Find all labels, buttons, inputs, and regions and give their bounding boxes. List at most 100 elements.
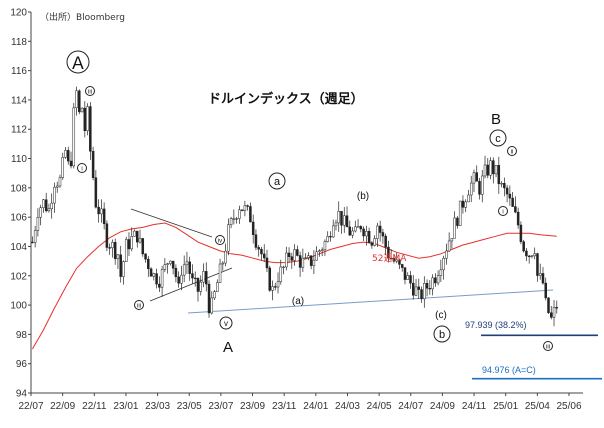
x-tick-label: 24/03 — [335, 401, 360, 412]
candle-body — [522, 241, 525, 252]
candle-body — [80, 107, 84, 113]
candle-body — [550, 312, 553, 318]
y-tick-label: 110 — [11, 154, 27, 165]
candle-body — [119, 254, 122, 277]
candle-body — [147, 258, 150, 270]
candle-body — [414, 286, 418, 296]
candle-body — [50, 202, 53, 210]
candle-body — [202, 271, 205, 283]
candle-body — [464, 201, 467, 208]
subwave-i-circle-1 — [77, 163, 87, 173]
subwave-iv: iv — [218, 239, 222, 245]
candle-body — [113, 242, 117, 260]
candle-body — [392, 257, 396, 262]
candle-body — [527, 255, 531, 258]
wave-A-big-label: Ａ — [70, 54, 87, 73]
candle-body — [141, 238, 145, 255]
candle-body — [124, 239, 128, 262]
subwave-ii-circle — [507, 146, 517, 156]
candle-body — [345, 215, 349, 228]
y-tick-label: 120 — [10, 8, 27, 19]
candle-body — [536, 253, 539, 276]
candle-body — [492, 160, 495, 175]
candle-body — [442, 257, 445, 271]
candle-body — [102, 208, 106, 225]
y-tick-label: 102 — [10, 271, 27, 282]
subwave-iii-3: iii — [546, 345, 550, 351]
wave-v-circle — [219, 316, 233, 330]
candle-body — [450, 237, 454, 242]
candle-body — [130, 236, 133, 250]
candle-body — [227, 224, 230, 252]
support-line — [187, 289, 554, 314]
candle-body — [395, 259, 398, 262]
y-tick-label: 118 — [11, 37, 27, 48]
candle-body — [171, 260, 175, 269]
y-tick-label: 114 — [11, 95, 27, 106]
candle-body — [213, 291, 216, 299]
candle-body — [108, 247, 111, 249]
candle-body — [216, 282, 219, 292]
candle-body — [497, 165, 501, 185]
candle-body — [235, 218, 238, 220]
candle-body — [138, 238, 142, 243]
candle-body — [423, 283, 426, 300]
candle-body — [180, 274, 183, 284]
x-tick-label: 23/01 — [113, 401, 138, 412]
candle-body — [445, 250, 448, 259]
x-tick-label: 22/07 — [18, 401, 43, 412]
candle-body — [166, 263, 169, 265]
y-tick-label: 116 — [11, 66, 27, 77]
candle-body — [320, 249, 324, 252]
y-tick-label: 98 — [16, 330, 28, 341]
candle-body — [163, 264, 167, 270]
candle-body — [116, 254, 120, 260]
candle-body — [274, 286, 277, 288]
candle-body — [547, 297, 550, 313]
x-tick-label: 25/06 — [556, 401, 581, 412]
candle-body — [348, 226, 352, 236]
candle-body — [210, 297, 214, 314]
candle-body — [304, 257, 307, 259]
candle-body — [251, 221, 255, 235]
candle-body — [75, 90, 78, 109]
candle-body — [483, 164, 487, 177]
candle-body — [78, 90, 81, 113]
candle-body — [44, 199, 48, 212]
candle-body — [296, 249, 299, 256]
x-tick-label: 23/03 — [145, 401, 170, 412]
candle-body — [91, 151, 95, 178]
candle-body — [494, 165, 498, 175]
candle-body — [500, 183, 503, 185]
x-tick-label: 25/04 — [525, 401, 550, 412]
candle-body — [403, 267, 407, 280]
candle-body — [511, 197, 514, 207]
candle-body — [475, 172, 478, 182]
candle-body — [409, 275, 412, 284]
candle-body — [406, 275, 409, 280]
candle-body — [260, 248, 263, 255]
subwave-i-circle-2 — [498, 206, 508, 216]
x-tick-label: 22/09 — [50, 401, 75, 412]
candle-body — [285, 252, 288, 268]
subwave-iii-1: iii — [88, 90, 92, 96]
candle-body — [282, 266, 285, 268]
candle-body — [293, 249, 296, 261]
candle-body — [351, 230, 354, 236]
candle-body — [489, 160, 492, 176]
candle-body — [367, 230, 371, 243]
wave-A-circle — [66, 50, 90, 74]
candle-body — [312, 259, 316, 266]
candle-body — [144, 253, 147, 260]
candle-body — [318, 250, 321, 253]
candle-body — [232, 218, 236, 220]
candle-body — [86, 106, 89, 132]
candle-body — [207, 283, 211, 314]
candle-body — [447, 240, 451, 252]
candle-body — [188, 261, 191, 274]
candle-body — [354, 226, 357, 232]
candle-body — [224, 250, 227, 264]
candle-body — [133, 230, 136, 237]
y-tick-label: 106 — [10, 213, 27, 224]
candle-body — [309, 255, 313, 266]
